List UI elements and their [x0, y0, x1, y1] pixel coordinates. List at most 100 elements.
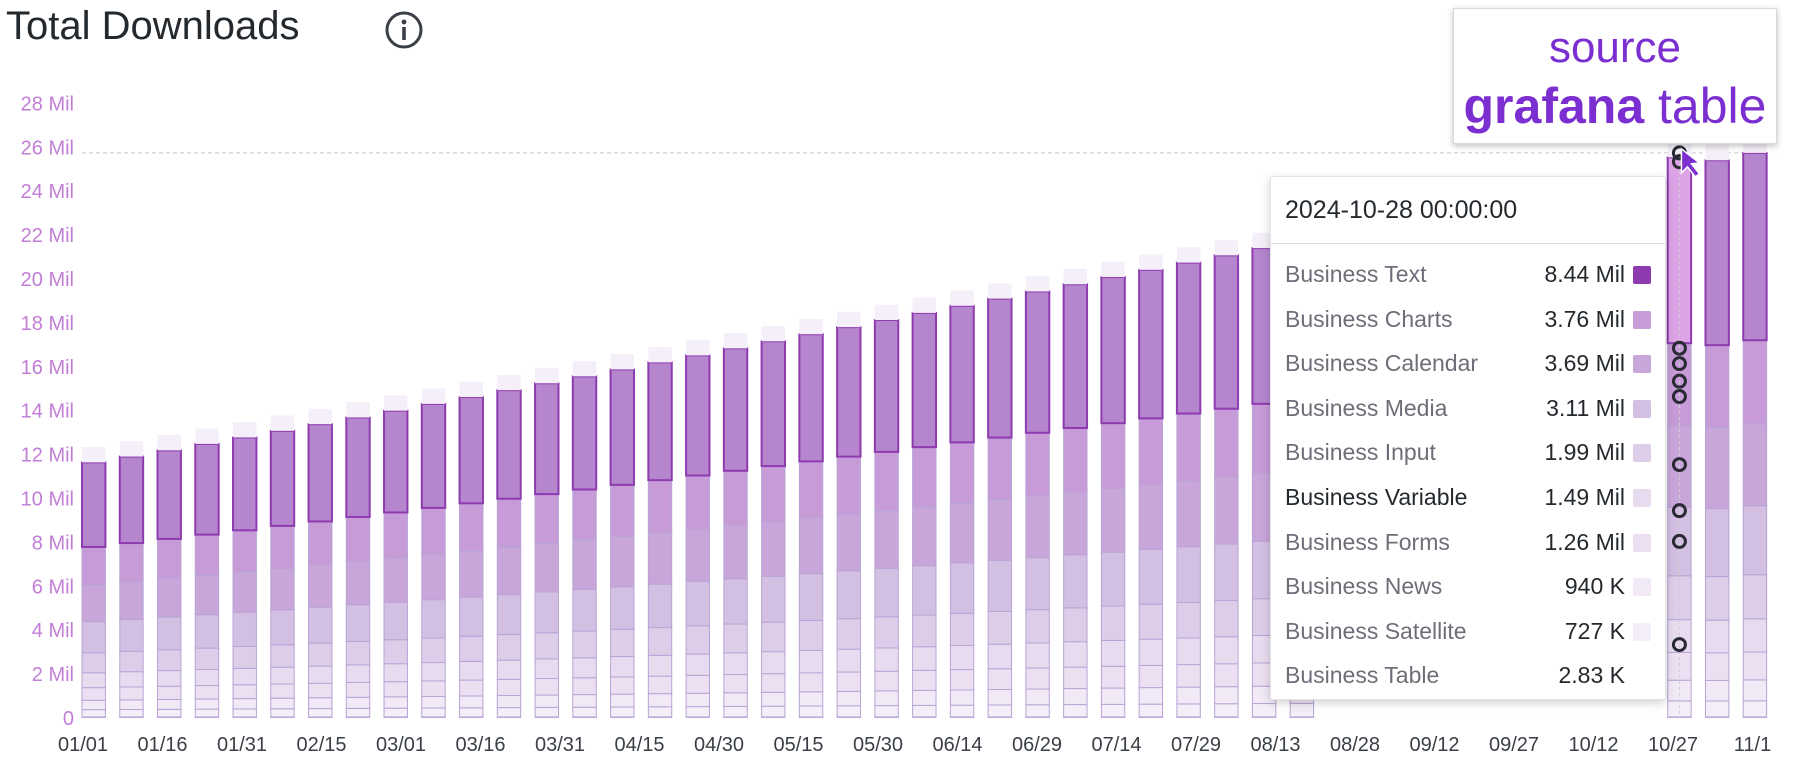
bar-segment: [157, 577, 182, 618]
mouse-cursor-icon: [1680, 147, 1702, 178]
bar-segment: [1704, 507, 1730, 578]
source-badge: source grafana table: [1453, 8, 1777, 144]
bar-segment: [459, 695, 484, 709]
bar-segment: [987, 704, 1013, 718]
hover-point-marker: [1671, 457, 1687, 473]
bar-segment: [647, 532, 673, 585]
bar-segment: [458, 396, 484, 505]
tooltip-series-value: 2.83 K: [1558, 662, 1626, 689]
bar-segment: [647, 675, 673, 695]
tooltip-row: Business Table 2.83 K: [1271, 652, 1665, 697]
bar-segment: [157, 649, 182, 672]
bar-segment: [761, 651, 786, 675]
bar-segment: [194, 685, 220, 700]
bar-segment: [81, 699, 106, 711]
bar-segment: [1025, 704, 1050, 718]
bar-segment: [874, 616, 899, 649]
bar-segment: [798, 705, 824, 718]
bar-segment: [836, 326, 862, 458]
bar-segment: [1289, 702, 1315, 718]
bar-segment: [1214, 543, 1239, 602]
bar-segment: [798, 573, 824, 621]
bar-segment: [761, 521, 786, 577]
bar-segment: [647, 479, 673, 534]
bar-cap: [988, 283, 1012, 299]
bar-segment: [761, 705, 786, 718]
y-tick-label: 0: [63, 708, 74, 730]
bar-segment: [874, 510, 899, 569]
bar-segment: [308, 697, 333, 710]
bar-segment: [685, 474, 710, 530]
bar-segment: [1025, 495, 1050, 559]
bar-segment: [459, 679, 484, 697]
bar-segment: [496, 695, 522, 709]
bar-segment: [1063, 666, 1088, 690]
bar-segment: [1138, 703, 1164, 718]
bar-segment: [874, 690, 899, 707]
bar-segment: [874, 451, 899, 512]
bar-segment: [119, 699, 144, 711]
y-tick-label: 10 Mil: [21, 489, 74, 511]
x-tick-label: 03/01: [376, 734, 426, 756]
hover-point-marker: [1671, 373, 1687, 389]
bar-segment: [610, 676, 635, 695]
bar-cap: [1705, 144, 1729, 161]
bar-segment: [685, 354, 711, 477]
tooltip-row: Business Input 1.99 Mil: [1271, 429, 1665, 474]
bar-segment: [269, 429, 296, 527]
bar-segment: [836, 456, 862, 515]
tooltip-row: Business Forms 1.26 Mil: [1271, 519, 1665, 564]
bar-cap: [837, 311, 861, 328]
bar-segment: [1100, 703, 1126, 718]
bar-segment: [647, 361, 673, 482]
info-circle-icon[interactable]: [384, 10, 424, 50]
bar-segment: [836, 648, 862, 673]
bar-segment: [534, 658, 559, 680]
bar-segment: [610, 656, 635, 678]
bar-segment: [572, 588, 597, 632]
bar-cap: [723, 332, 748, 349]
bar-segment: [572, 694, 597, 708]
bar-segment: [383, 663, 408, 683]
bar-cap: [157, 434, 181, 451]
bar-segment: [232, 436, 258, 532]
bar-segment: [345, 681, 371, 698]
bar-segment: [761, 621, 786, 653]
bar-segment: [232, 698, 257, 710]
bar-segment: [949, 704, 975, 718]
bar-segment: [1704, 652, 1730, 681]
bar-segment: [119, 581, 144, 620]
bar-segment: [1704, 159, 1730, 347]
bar-segment: [496, 594, 522, 636]
bar-segment: [307, 423, 333, 523]
bar-segment: [1100, 422, 1126, 489]
bar-segment: [761, 575, 786, 623]
bar-segment: [157, 685, 182, 700]
bar-segment: [911, 311, 938, 449]
bar-segment: [610, 706, 635, 718]
bar-segment: [383, 681, 408, 698]
tooltip-series-value: 940 K: [1564, 573, 1625, 600]
bar-segment: [1704, 344, 1730, 429]
bar-segment: [571, 375, 598, 491]
tooltip-series-swatch: [1633, 266, 1651, 284]
bar-segment: [157, 698, 182, 710]
bar-segment: [1063, 607, 1088, 643]
bar-segment: [610, 484, 635, 537]
bar-segment: [987, 643, 1013, 670]
bar-segment: [345, 604, 371, 642]
bar-segment: [534, 632, 559, 660]
bar-segment: [383, 409, 409, 514]
bar-segment: [1214, 600, 1239, 638]
bar-segment: [912, 446, 937, 508]
x-tick-label: 11/1: [1734, 734, 1771, 756]
bar-segment: [345, 707, 371, 718]
bar-segment: [1214, 703, 1239, 718]
bar-segment: [610, 628, 635, 658]
bar-segment: [459, 635, 484, 662]
bar-segment: [798, 619, 824, 651]
tooltip-row: Business Charts 3.76 Mil: [1271, 296, 1665, 341]
bar-segment: [534, 591, 559, 634]
x-tick-label: 02/15: [296, 734, 346, 756]
